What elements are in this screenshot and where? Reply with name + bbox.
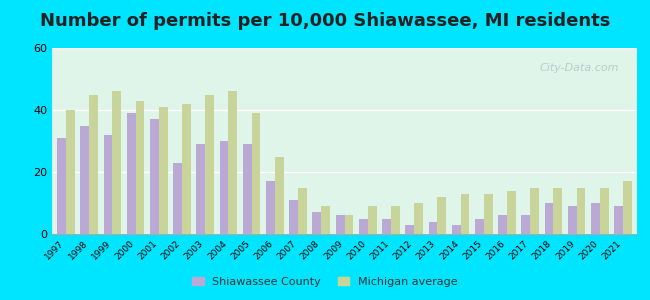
Bar (428, 222, 437, 234)
Bar (359, 218, 368, 234)
Bar (521, 215, 530, 234)
Bar (321, 206, 330, 234)
Bar (368, 206, 376, 234)
Bar (344, 215, 354, 234)
Bar (414, 203, 423, 234)
Bar (243, 144, 252, 234)
Bar (228, 92, 237, 234)
Bar (89, 94, 98, 234)
Bar (614, 206, 623, 234)
Bar (196, 144, 205, 234)
Bar (112, 92, 121, 234)
Bar (205, 94, 214, 234)
Bar (103, 135, 112, 234)
Bar (382, 218, 391, 234)
Bar (159, 107, 168, 234)
Bar (127, 113, 136, 234)
Bar (57, 138, 66, 234)
Bar (545, 203, 553, 234)
Bar (484, 194, 493, 234)
Bar (66, 110, 75, 234)
Bar (275, 157, 283, 234)
Bar (498, 215, 507, 234)
Bar (507, 190, 516, 234)
Bar (461, 194, 469, 234)
Bar (452, 225, 461, 234)
Bar (530, 188, 539, 234)
Legend: Shiawassee County, Michigan average: Shiawassee County, Michigan average (188, 272, 462, 291)
Bar (391, 206, 400, 234)
Text: City-Data.com: City-Data.com (540, 63, 619, 73)
Bar (437, 197, 446, 234)
Bar (266, 181, 275, 234)
Bar (220, 141, 228, 234)
Bar (568, 206, 577, 234)
Bar (591, 203, 600, 234)
Bar (150, 119, 159, 234)
Bar (335, 215, 345, 234)
Bar (475, 218, 484, 234)
Bar (289, 200, 298, 234)
Bar (553, 188, 562, 234)
Bar (600, 188, 608, 234)
Bar (298, 188, 307, 234)
Text: Number of permits per 10,000 Shiawassee, MI residents: Number of permits per 10,000 Shiawassee,… (40, 12, 610, 30)
Bar (252, 113, 261, 234)
Bar (406, 225, 414, 234)
Bar (313, 212, 321, 234)
Bar (577, 188, 586, 234)
Bar (173, 163, 182, 234)
Bar (81, 125, 89, 234)
Bar (623, 181, 632, 234)
Bar (136, 101, 144, 234)
Bar (182, 104, 191, 234)
